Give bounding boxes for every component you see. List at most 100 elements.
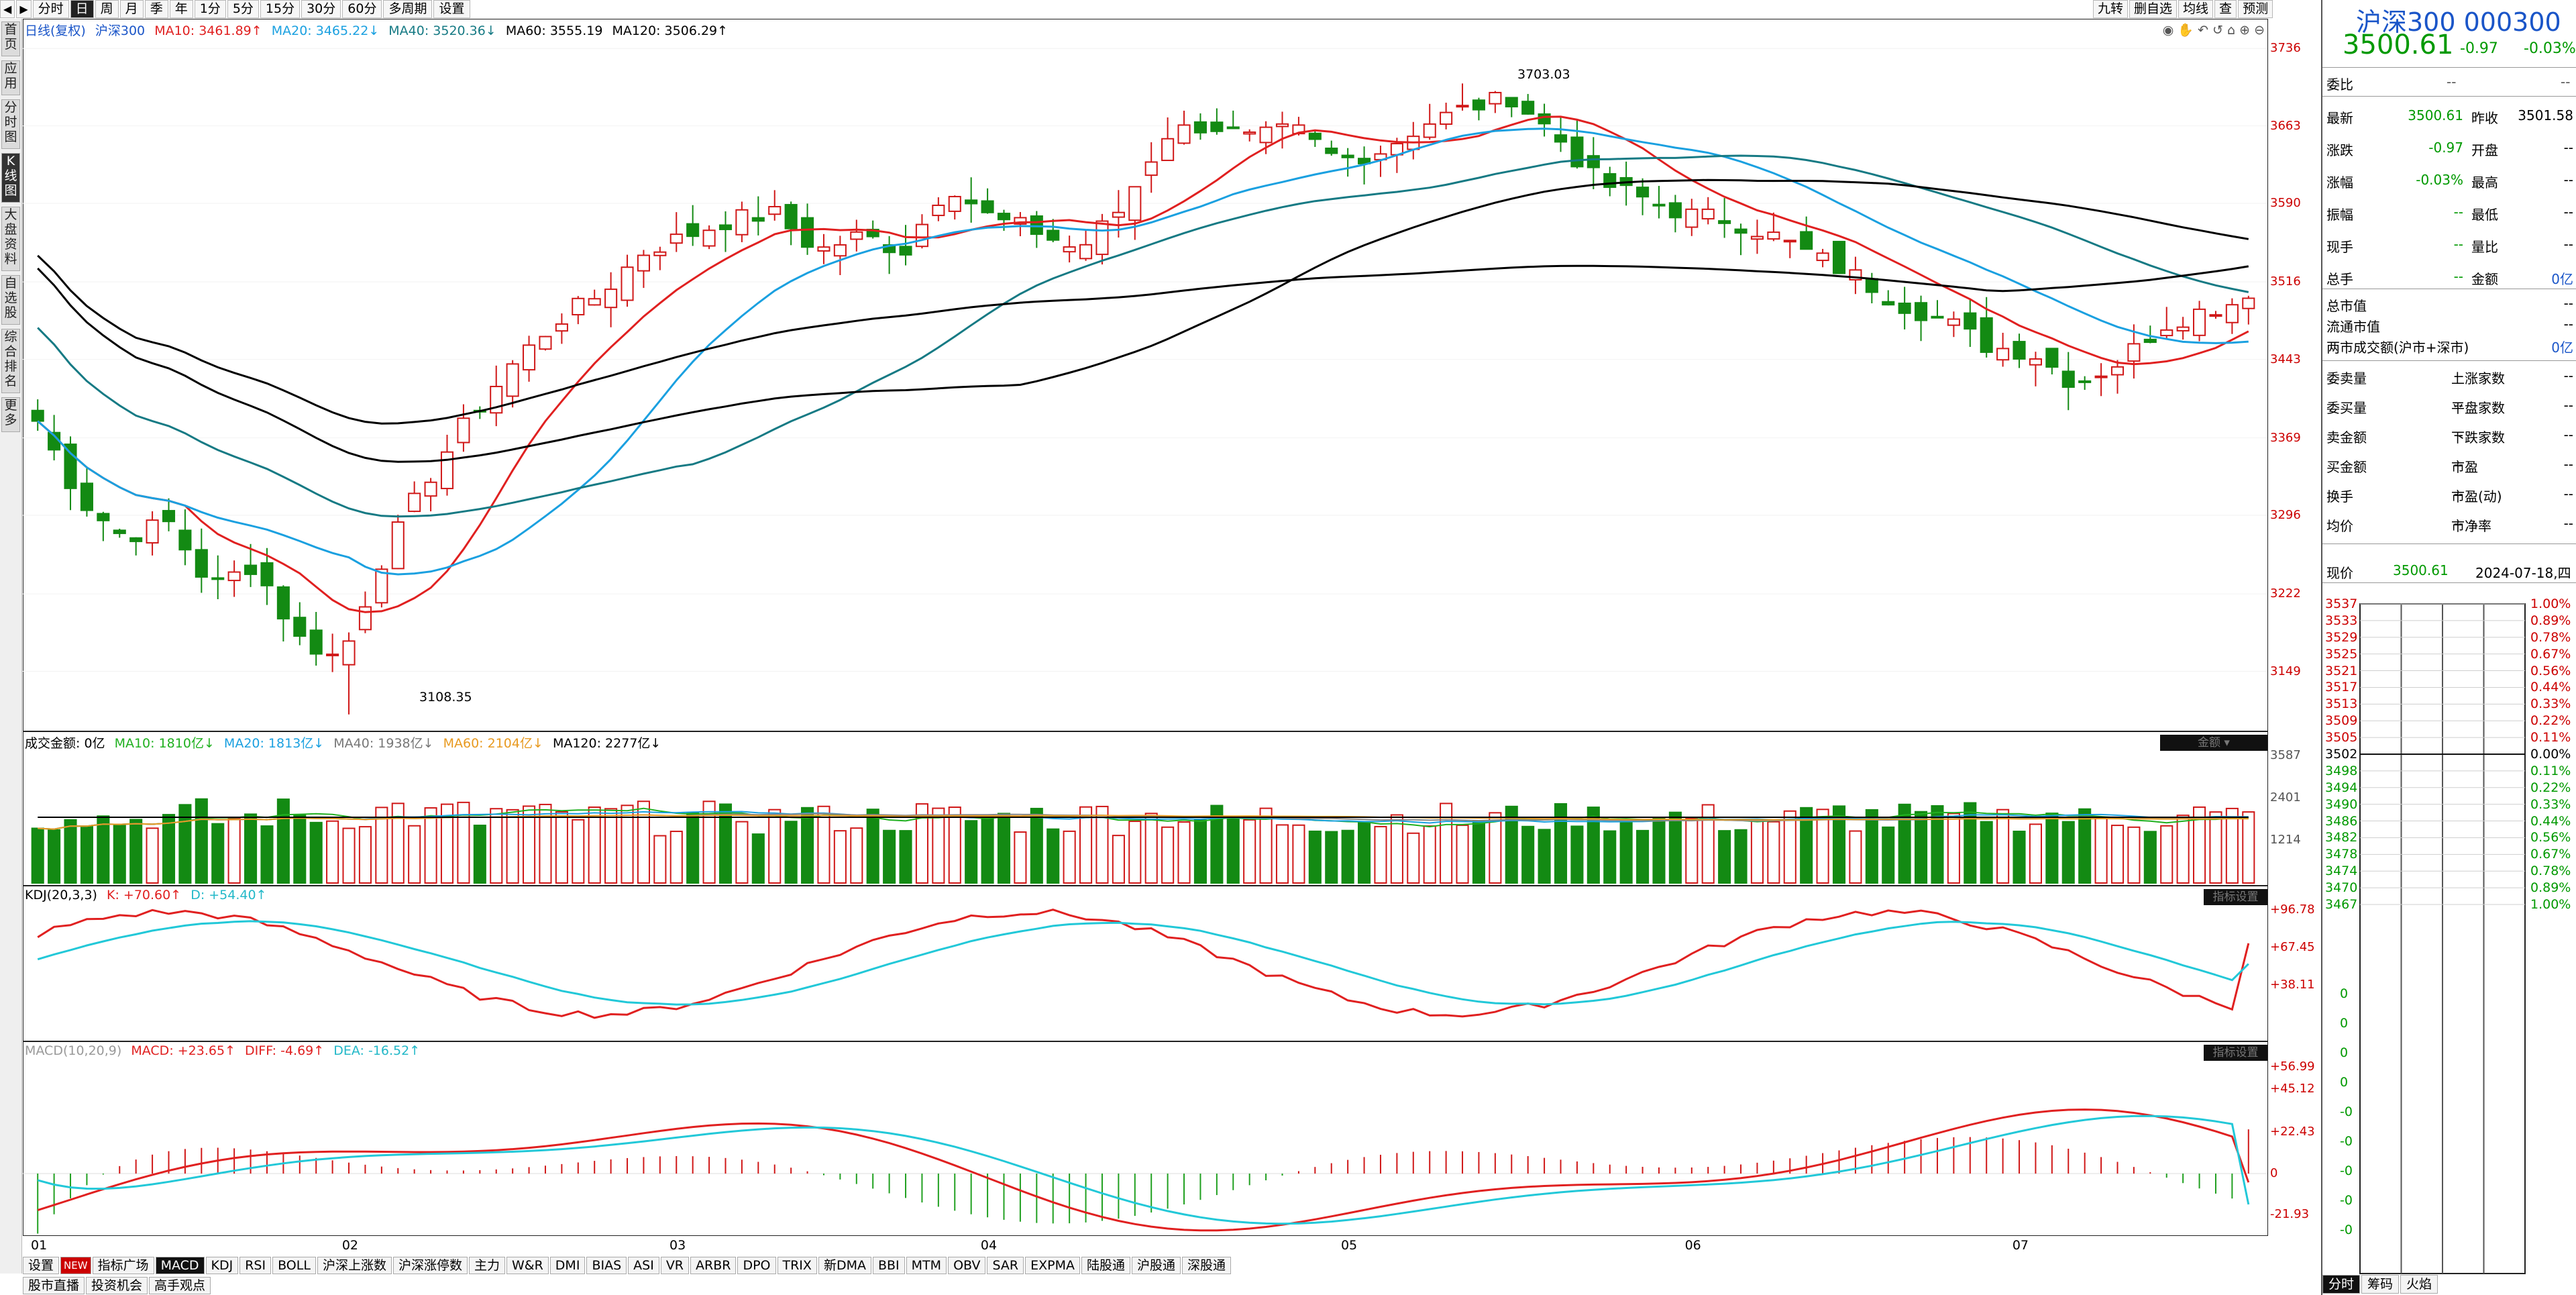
indicator-tab[interactable]: 深股通: [1182, 1257, 1232, 1274]
market-cap-value: 0亿: [2551, 340, 2573, 356]
indicator-tab[interactable]: RSI: [239, 1257, 272, 1274]
indicator-tab[interactable]: 新DMA: [818, 1257, 871, 1274]
candle-up: [621, 266, 634, 301]
indicator-tab[interactable]: 沪股通: [1131, 1257, 1181, 1274]
indicator-tab[interactable]: ASI: [628, 1257, 659, 1274]
volume-bar-down: [1734, 829, 1748, 884]
period-tab[interactable]: 设置: [433, 0, 470, 18]
left-nav-tab[interactable]: K线图: [1, 153, 20, 203]
period-tab[interactable]: 年: [169, 0, 193, 18]
period-tab[interactable]: 60分: [342, 0, 382, 18]
right-bottom-tab[interactable]: 筹码: [2361, 1275, 2400, 1294]
period-tab[interactable]: 分时: [32, 0, 69, 18]
scroll-right-icon[interactable]: ▶: [16, 0, 32, 18]
volume-bar-up: [424, 807, 437, 884]
info-tab[interactable]: 高手观点: [149, 1277, 211, 1294]
indicator-tab[interactable]: BIAS: [586, 1257, 627, 1274]
period-tab[interactable]: 1分: [194, 0, 226, 18]
breadth-value: --: [2563, 456, 2573, 472]
mini-left-tick: 3502: [2325, 747, 2358, 762]
candle-down: [1570, 136, 1584, 168]
quote-label: 最低: [2471, 207, 2498, 223]
candle-up: [1947, 318, 1960, 326]
right-bottom-tab[interactable]: 火焰: [2400, 1275, 2438, 1294]
indicator-tab[interactable]: W&R: [506, 1257, 549, 1274]
right-toolbar-tab[interactable]: 查: [2214, 0, 2237, 18]
indicator-tab[interactable]: ARBR: [690, 1257, 737, 1274]
vol-legend-ma60: MA60: 2104亿↓: [443, 736, 543, 751]
quote-label: 开盘: [2471, 142, 2498, 158]
left-nav-tab[interactable]: 应用: [1, 60, 20, 95]
macd-param-tab[interactable]: 指标设置: [2204, 1045, 2267, 1061]
volume-bar-down: [2143, 831, 2157, 884]
kdj-legend-label: KDJ(20,3,3): [25, 888, 97, 902]
ma120-line: [37, 254, 2249, 425]
volume-bar-down: [1210, 805, 1224, 884]
info-tab[interactable]: 股市直播: [23, 1277, 85, 1294]
volume-type-tab[interactable]: 金额 ▾: [2160, 735, 2267, 751]
candle-down: [1341, 154, 1354, 158]
indicator-tab[interactable]: 沪深涨停数: [392, 1257, 468, 1274]
period-tab[interactable]: 季: [144, 0, 168, 18]
indicator-tab[interactable]: SAR: [987, 1257, 1024, 1274]
right-toolbar-tab[interactable]: 预测: [2238, 0, 2273, 18]
volume-bar-up: [1243, 819, 1256, 884]
price-y-axis: 3736 3663 3590 3516 3443 3369 3296 3222 3149: [2267, 19, 2321, 730]
time-x-axis: 01 02 03 04 05 06 07: [23, 1237, 2267, 1254]
indicator-tab[interactable]: 指标广场: [92, 1257, 154, 1274]
period-tab[interactable]: 多周期: [383, 0, 433, 18]
right-toolbar-tab[interactable]: 删自选: [2129, 0, 2178, 18]
candle-up: [457, 417, 470, 444]
volume-bar-down: [473, 825, 486, 884]
period-tab[interactable]: 月: [119, 0, 144, 18]
vol-legend-ma10: MA10: 1810亿↓: [114, 736, 215, 751]
indicator-tab[interactable]: 沪深上涨数: [317, 1257, 392, 1274]
indicator-tab[interactable]: MTM: [906, 1257, 947, 1274]
period-tab[interactable]: 5分: [227, 0, 259, 18]
period-tab[interactable]: 30分: [301, 0, 341, 18]
chart-tool-icons[interactable]: ◉ ✋ ↶ ↺ ⌂ ⊕ ⊖: [2162, 23, 2265, 38]
indicator-tab[interactable]: EXPMA: [1025, 1257, 1080, 1274]
price-legend: 日线(复权) 沪深300 MA10: 3461.89↑ MA20: 3465.2…: [25, 21, 728, 39]
kdj-param-tab[interactable]: 指标设置: [2204, 889, 2267, 905]
indicator-tab[interactable]: TRIX: [777, 1257, 817, 1274]
candle-down: [1931, 315, 1944, 319]
candle-up: [1275, 123, 1289, 127]
indicator-tab[interactable]: DMI: [549, 1257, 586, 1274]
left-nav-tab[interactable]: 综合排名: [1, 329, 20, 393]
left-nav-tab[interactable]: 首页: [1, 21, 20, 56]
indicator-tab[interactable]: 主力: [468, 1257, 505, 1274]
right-bottom-tab[interactable]: 分时: [2322, 1275, 2361, 1294]
candle-up: [1128, 186, 1142, 221]
indicator-tab[interactable]: 陆股通: [1081, 1257, 1130, 1274]
period-tab[interactable]: 周: [95, 0, 119, 18]
indicator-tab[interactable]: OBV: [948, 1257, 986, 1274]
period-tab[interactable]: 15分: [260, 0, 301, 18]
price-chart-svg[interactable]: [23, 19, 2267, 731]
quote-value: --: [2563, 204, 2573, 220]
indicator-tab[interactable]: VR: [660, 1257, 690, 1274]
indicator-tab[interactable]: DPO: [737, 1257, 776, 1274]
right-toolbar-tab[interactable]: 九转: [2093, 0, 2129, 18]
info-tab[interactable]: 投资机会: [86, 1277, 148, 1294]
scroll-left-icon[interactable]: ◀: [0, 0, 15, 18]
left-nav-tab[interactable]: 分时图: [1, 99, 20, 149]
left-nav-tab[interactable]: 更多: [1, 397, 20, 432]
mini-left-tick: 3494: [2325, 780, 2358, 795]
indicator-tab[interactable]: 设置: [23, 1257, 60, 1274]
ma20-line: [37, 127, 2249, 576]
volume-bar-down: [686, 812, 700, 884]
volume-bar-down: [309, 821, 323, 884]
right-toolbar-tab[interactable]: 均线: [2178, 0, 2214, 18]
indicator-tab[interactable]: BBI: [872, 1257, 905, 1274]
left-nav-tab[interactable]: 大盘资料: [1, 207, 20, 271]
volume-bar-up: [1816, 809, 1829, 884]
indicator-tab[interactable]: BOLL: [272, 1257, 316, 1274]
left-nav-tab[interactable]: 自选股: [1, 275, 20, 325]
period-tab[interactable]: 日: [70, 0, 94, 18]
breadth-label: 委买量: [2326, 400, 2367, 416]
indicator-tab[interactable]: MACD: [155, 1257, 205, 1274]
indicator-tab[interactable]: KDJ: [205, 1257, 239, 1274]
candle-down: [1030, 215, 1043, 236]
candle-up: [506, 363, 519, 397]
